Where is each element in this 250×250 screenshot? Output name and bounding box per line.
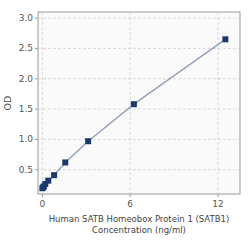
- tick: [35, 18, 38, 19]
- tick: [130, 194, 131, 197]
- tick-label: 12: [212, 199, 223, 209]
- tick: [35, 169, 38, 170]
- grid: [38, 12, 240, 194]
- tick: [35, 109, 38, 110]
- grid-line: [218, 12, 219, 194]
- tick-label: 2.0: [19, 74, 34, 84]
- grid-line: [38, 109, 240, 110]
- tick-label: 6: [127, 199, 133, 209]
- plot-area: [38, 12, 240, 194]
- tick-label: 3.0: [19, 13, 34, 23]
- tick-label: 0: [40, 199, 46, 209]
- tick: [35, 78, 38, 79]
- x-axis-label: Human SATB Homeobox Protein 1 (SATB1)Con…: [49, 214, 230, 235]
- tick-label: 1.5: [19, 104, 33, 114]
- marker: [62, 159, 68, 165]
- data: [39, 36, 228, 191]
- marker: [51, 172, 57, 178]
- chart: 0.5 1.0 1.5 2.0 2.5 3.0 0 6 12 Human SATB Homeobo…: [0, 0, 250, 250]
- grid-line: [38, 78, 240, 79]
- grid-line: [38, 48, 240, 49]
- tick: [218, 194, 219, 197]
- grid-line: [38, 169, 240, 170]
- grid-line: [130, 12, 131, 194]
- line: [42, 39, 225, 188]
- tick-label: 2.5: [19, 43, 33, 53]
- tick: [35, 139, 38, 140]
- tick: [35, 48, 38, 49]
- grid-line: [42, 12, 43, 194]
- grid-line: [38, 139, 240, 140]
- marker: [222, 36, 228, 42]
- tick: [42, 194, 43, 197]
- y-axis-label: OD: [2, 96, 13, 111]
- marker: [45, 178, 51, 184]
- axes: 0.5 1.0 1.5 2.0 2.5 3.0 0 6 12: [19, 13, 224, 209]
- marker: [131, 101, 137, 107]
- tick-label: 1.0: [19, 134, 34, 144]
- tick-label: 0.5: [19, 165, 33, 175]
- marker: [85, 138, 91, 144]
- grid-line: [38, 18, 240, 19]
